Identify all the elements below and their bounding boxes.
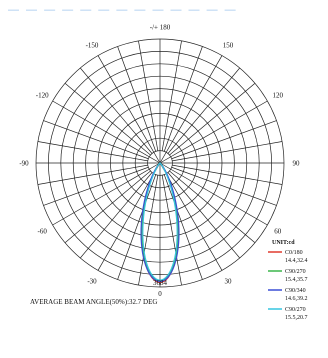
intensity-curves (140, 162, 180, 284)
grid-spoke (161, 175, 182, 286)
angle-label: 60 (274, 228, 282, 236)
grid-spoke (37, 164, 148, 185)
grid-spoke (80, 67, 153, 154)
grid-spoke (169, 83, 256, 156)
grid-spoke (117, 174, 157, 280)
legend-series-beam: 14.4,32.4 (285, 258, 308, 264)
angle-label: -/+ 180 (150, 24, 171, 32)
grid-spoke (167, 67, 240, 154)
grid-spoke (138, 175, 159, 286)
legend-series-name: C0/180 (285, 250, 303, 256)
polar-grid (35, 38, 285, 288)
grid-spoke (163, 46, 203, 152)
legend-series-name: C90/340 (285, 288, 306, 294)
grid-spoke (163, 174, 203, 280)
angle-label: -150 (86, 42, 99, 50)
angle-label: 150 (223, 42, 234, 50)
angle-label: -60 (38, 228, 48, 236)
grid-spoke (80, 172, 153, 259)
beam-angle-caption: AVERAGE BEAM ANGLE(50%):32.7 DEG (30, 298, 157, 306)
grid-spoke (52, 100, 161, 164)
legend: UNIT:cd C0/180 14.4,32.4 C90/270 15.4,35.7 C9… (268, 240, 308, 321)
angle-label: 30 (225, 277, 233, 285)
grid-spoke (97, 55, 161, 164)
grid-spoke (43, 166, 149, 206)
header-text: — — — — — — — — — — — — — (8, 4, 238, 16)
grid-spoke (43, 120, 149, 160)
angle-label: 120 (273, 92, 284, 100)
angle-labels: -/+ 180 -150 150 -120 120 -90 90 -60 60 -30 30 0 (19, 24, 300, 299)
intensity-curve (142, 162, 178, 281)
angle-label: -90 (19, 160, 29, 168)
grid-spoke (171, 120, 277, 160)
legend-unit: UNIT:cd (272, 240, 295, 246)
grid-spoke (52, 162, 161, 226)
legend-series-name: C90/270 (285, 307, 306, 313)
angle-label: -30 (87, 277, 97, 285)
grid-spoke (159, 162, 268, 226)
header-strip: — — — — — — — — — — — — — (0, 0, 328, 22)
grid-spoke (117, 46, 157, 152)
grid-spoke (169, 170, 256, 243)
intensity-curve (140, 162, 180, 283)
radial-max-label: 3684 (153, 279, 168, 287)
angle-label: 0 (158, 290, 162, 298)
grid-spoke (172, 164, 283, 185)
grid-spoke (64, 170, 151, 243)
grid-spoke (161, 40, 182, 151)
grid-spoke (159, 100, 268, 164)
grid-spoke (37, 141, 148, 162)
grid-spoke (64, 83, 151, 156)
grid-spoke (138, 40, 159, 151)
angle-label: 90 (293, 160, 301, 168)
legend-series-beam: 15.4,35.7 (285, 277, 308, 283)
angle-label: -120 (36, 92, 49, 100)
grid-spoke (172, 141, 283, 162)
legend-series-beam: 15.5,20.7 (285, 315, 308, 321)
grid-spoke (171, 166, 277, 206)
legend-series-name: C90/270 (285, 269, 306, 275)
grid-spoke (159, 55, 223, 164)
grid-spoke (167, 172, 240, 259)
legend-series-beam: 14.6,39.2 (285, 296, 308, 302)
